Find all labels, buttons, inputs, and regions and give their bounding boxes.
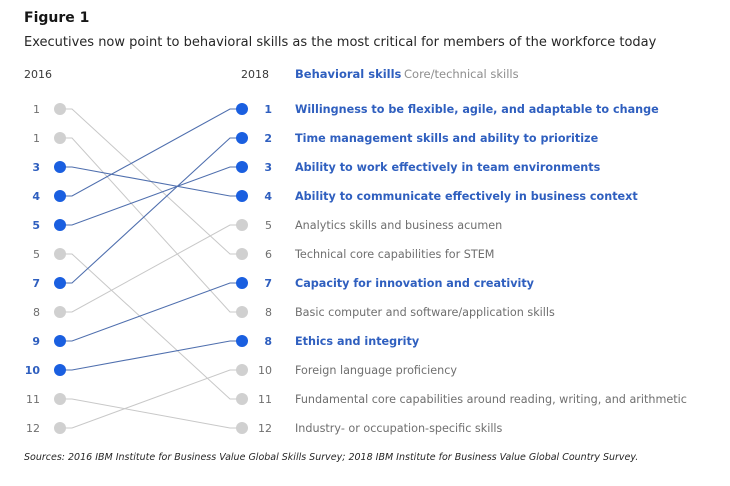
skill-label: Ethics and integrity (295, 335, 420, 348)
left-rank-label: 1 (33, 103, 40, 116)
slope-line (60, 340, 242, 371)
right-rank-label: 12 (258, 422, 272, 435)
right-rank-dot (236, 132, 248, 144)
slope-line (60, 369, 242, 429)
right-rank-label: 3 (264, 161, 272, 174)
source-note: Sources: 2016 IBM Institute for Business… (24, 452, 639, 463)
skill-label: Technical core capabilities for STEM (294, 248, 494, 261)
legend-core: Core/technical skills (404, 67, 519, 81)
skill-label: Capacity for innovation and creativity (295, 277, 535, 290)
right-rank-dot (236, 277, 248, 289)
slope-line (60, 137, 242, 284)
right-rank-label: 1 (264, 103, 272, 116)
left-rank-dot (54, 219, 66, 231)
left-rank-label: 5 (33, 248, 40, 261)
left-rank-label: 12 (26, 422, 40, 435)
left-rank-label: 5 (32, 219, 40, 232)
right-rank-label: 4 (264, 190, 272, 203)
left-rank-dot (54, 248, 66, 260)
left-rank-dot (54, 277, 66, 289)
right-rank-dot (236, 393, 248, 405)
right-rank-label: 11 (258, 393, 272, 406)
skill-label: Time management skills and ability to pr… (295, 132, 599, 145)
right-rank-label: 5 (265, 219, 272, 232)
left-rank-dot (54, 422, 66, 434)
legend-behavioral: Behavioral skills (295, 67, 402, 81)
left-rank-dot (54, 190, 66, 202)
skill-label: Industry- or occupation-specific skills (295, 422, 503, 435)
slope-line (60, 253, 242, 400)
right-rank-dot (236, 364, 248, 376)
left-rank-label: 9 (32, 335, 40, 348)
skill-label: Ability to work effectively in team envi… (295, 161, 601, 174)
right-rank-dot (236, 335, 248, 347)
left-rank-label: 3 (32, 161, 40, 174)
left-rank-label: 4 (32, 190, 40, 203)
skill-label: Basic computer and software/application … (295, 306, 555, 319)
skill-label: Foreign language proficiency (295, 364, 457, 377)
right-rank-dot (236, 161, 248, 173)
right-rank-dot (236, 306, 248, 318)
left-rank-dot (54, 103, 66, 115)
right-rank-dot (236, 422, 248, 434)
right-rank-dot (236, 248, 248, 260)
skill-label: Willingness to be flexible, agile, and a… (295, 103, 659, 116)
right-rank-label: 8 (265, 306, 272, 319)
left-axis-label: 2016 (24, 68, 52, 81)
left-rank-dot (54, 306, 66, 318)
slope-line (60, 166, 242, 226)
slope-line (60, 166, 242, 197)
right-rank-dot (236, 103, 248, 115)
skill-label: Analytics skills and business acumen (295, 219, 502, 232)
skill-label: Fundamental core capabilities around rea… (295, 393, 687, 406)
left-rank-dot (54, 335, 66, 347)
left-rank-label: 7 (32, 277, 40, 290)
right-rank-label: 7 (264, 277, 272, 290)
right-rank-label: 6 (265, 248, 272, 261)
slope-line (60, 137, 242, 313)
right-rank-dot (236, 219, 248, 231)
left-rank-dot (54, 132, 66, 144)
right-rank-label: 8 (264, 335, 272, 348)
right-rank-dot (236, 190, 248, 202)
left-rank-dot (54, 364, 66, 376)
slope-line (60, 398, 242, 429)
left-rank-label: 8 (33, 306, 40, 319)
slope-line (60, 282, 242, 342)
left-rank-dot (54, 161, 66, 173)
right-axis-label: 2018 (241, 68, 269, 81)
left-rank-label: 11 (26, 393, 40, 406)
right-rank-label: 2 (264, 132, 272, 145)
right-rank-label: 10 (258, 364, 272, 377)
left-rank-dot (54, 393, 66, 405)
left-rank-label: 1 (33, 132, 40, 145)
figure-subtitle: Executives now point to behavioral skill… (24, 35, 657, 50)
figure-title: Figure 1 (24, 10, 90, 26)
skill-label: Ability to communicate effectively in bu… (295, 190, 638, 203)
left-rank-label: 10 (25, 364, 41, 377)
